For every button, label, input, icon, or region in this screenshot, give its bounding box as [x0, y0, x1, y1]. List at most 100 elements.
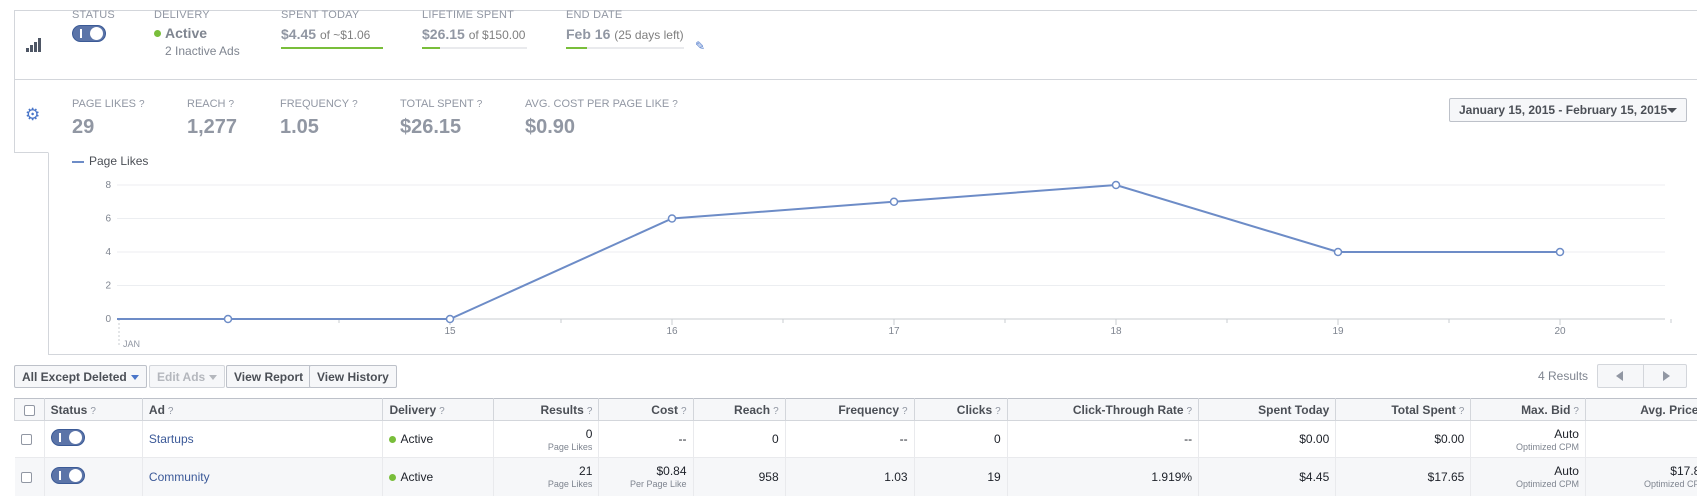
help-icon[interactable]: ? [139, 99, 145, 110]
spent-today-label: SPENT TODAY [281, 9, 360, 21]
date-range-picker[interactable]: January 15, 2015 - February 15, 2015 [1449, 98, 1687, 122]
spent-today-cell: $4.45 [1198, 457, 1337, 496]
ad-name-link[interactable]: Community [148, 469, 210, 484]
col-delivery[interactable]: Delivery? [382, 398, 494, 421]
metric-reach: REACH? 1,277 [187, 98, 237, 139]
spent-today-limit: of ~$1.06 [319, 28, 371, 42]
help-icon[interactable]: ? [902, 405, 908, 417]
metric-value: 29 [72, 116, 95, 138]
x-tick-label: 20 [1554, 326, 1566, 337]
filter-dropdown[interactable]: All Except Deleted [14, 365, 147, 388]
help-icon[interactable]: ? [439, 405, 445, 417]
campaign-summary-card [14, 10, 1697, 80]
help-icon[interactable]: ? [228, 99, 235, 110]
help-icon[interactable]: ? [90, 405, 96, 417]
ad-name-link[interactable]: Startups [148, 432, 194, 446]
data-point [1333, 247, 1343, 257]
row-checkbox[interactable] [20, 434, 32, 446]
data-point [667, 214, 677, 223]
help-icon[interactable]: ? [167, 405, 174, 417]
col-spent-today[interactable]: Spent Today [1198, 398, 1337, 421]
ad-name-cell: Community [142, 457, 384, 496]
col-ctr[interactable]: Click-Through Rate? [1006, 398, 1200, 421]
avg-price-value: $17.83 [1670, 464, 1697, 479]
help-icon[interactable]: ? [995, 405, 1001, 417]
help-icon[interactable]: ? [680, 405, 687, 417]
table-row[interactable]: Community Active 21 Page Likes $0.84 Per P… [14, 457, 1697, 496]
charts-side-tab[interactable] [14, 10, 52, 80]
bar-chart-icon [26, 38, 42, 52]
header-label: Frequency [838, 402, 900, 417]
prev-page-button[interactable] [1598, 365, 1643, 387]
ads-table: Status? Ad? Delivery? Results? Cost? Rea… [14, 398, 1697, 496]
avg-price-type: Optimized CPM [1643, 479, 1697, 490]
chevron-down-icon [130, 375, 139, 381]
results-count: 4 Results [1538, 369, 1589, 383]
table-row[interactable]: Startups Active 0 Page Likes -- 0 -- 0 --… [14, 420, 1697, 458]
metric-frequency: FREQUENCY? 1.05 [280, 98, 358, 139]
metric-page-likes: PAGE LIKES? 29 [72, 98, 145, 139]
edit-ads-dropdown[interactable]: Edit Ads [149, 365, 226, 388]
delivery-value: Active [165, 25, 208, 41]
view-report-button[interactable]: View Report [226, 365, 312, 388]
cost-unit: Per Page Like [629, 479, 687, 490]
settings-side-tab[interactable]: ⚙ [14, 80, 49, 153]
campaign-status-toggle[interactable] [72, 25, 115, 47]
header-label: Max. Bid [1521, 402, 1571, 417]
help-icon[interactable]: ? [586, 405, 593, 417]
max-bid-value: Auto [1554, 426, 1579, 441]
select-all-checkbox[interactable] [23, 404, 35, 416]
help-icon[interactable]: ? [672, 99, 678, 110]
col-cost[interactable]: Cost? [598, 398, 694, 421]
row-status-cell [44, 420, 143, 458]
end-date-block: END DATE Feb 16 (25 days left) [566, 9, 684, 49]
row-checkbox[interactable] [20, 472, 32, 484]
select-all-cell[interactable] [14, 398, 45, 421]
data-point [223, 314, 233, 324]
header-label: Total Spent [1391, 402, 1456, 417]
data-point [1111, 180, 1121, 190]
edit-pencil-icon[interactable]: ✎ [695, 39, 706, 53]
ad-status-toggle[interactable] [50, 466, 85, 484]
metric-avg-cost-per-like: AVG. COST PER PAGE LIKE? $0.90 [525, 98, 678, 139]
page-likes-line-chart: 0 2 4 6 8 15 16 17 18 19 20 JAN [105, 180, 1672, 349]
help-icon[interactable]: ? [476, 99, 483, 110]
col-max-bid[interactable]: Max. Bid? [1470, 398, 1586, 421]
ad-status-toggle[interactable] [50, 429, 85, 446]
help-icon[interactable]: ? [1458, 405, 1465, 417]
header-label: Ad [148, 402, 165, 417]
header-label: Reach [734, 402, 771, 417]
status-toggle[interactable] [72, 25, 106, 42]
col-clicks[interactable]: Clicks? [913, 398, 1008, 421]
chart-legend: Page Likes [72, 154, 148, 168]
col-reach[interactable]: Reach? [692, 398, 786, 421]
active-dot-icon [389, 474, 397, 482]
col-avg-price[interactable]: Avg. Price? [1584, 398, 1697, 421]
help-icon[interactable]: ? [773, 405, 779, 417]
legend-label: Page Likes [89, 154, 149, 168]
col-frequency[interactable]: Frequency? [784, 398, 915, 421]
lifetime-spent-block: LIFETIME SPENT $26.15 of $150.00 [422, 9, 527, 49]
delivery-cell: Active [382, 457, 494, 496]
y-tick-label: 4 [105, 247, 111, 258]
y-tick-label: 0 [105, 314, 111, 325]
col-results[interactable]: Results? [492, 398, 600, 421]
help-icon[interactable]: ? [1186, 405, 1193, 417]
row-select-cell[interactable] [14, 420, 45, 458]
col-total-spent[interactable]: Total Spent? [1335, 398, 1472, 421]
chevron-down-icon [209, 375, 218, 381]
col-status[interactable]: Status? [43, 398, 143, 421]
help-icon[interactable]: ? [352, 99, 358, 110]
view-history-button[interactable]: View History [309, 365, 397, 388]
header-label: Clicks [956, 402, 993, 417]
end-date-label: END DATE [566, 9, 623, 21]
ad-name-cell: Startups [142, 420, 384, 458]
next-page-button[interactable] [1643, 365, 1688, 387]
delivery-value: Active [400, 432, 434, 446]
header-label: Delivery [389, 402, 437, 417]
col-ad[interactable]: Ad? [141, 398, 384, 421]
frequency-cell: -- [785, 420, 915, 458]
row-select-cell[interactable] [14, 457, 45, 496]
help-icon[interactable]: ? [1573, 405, 1579, 417]
delivery-cell: Active [382, 420, 494, 458]
